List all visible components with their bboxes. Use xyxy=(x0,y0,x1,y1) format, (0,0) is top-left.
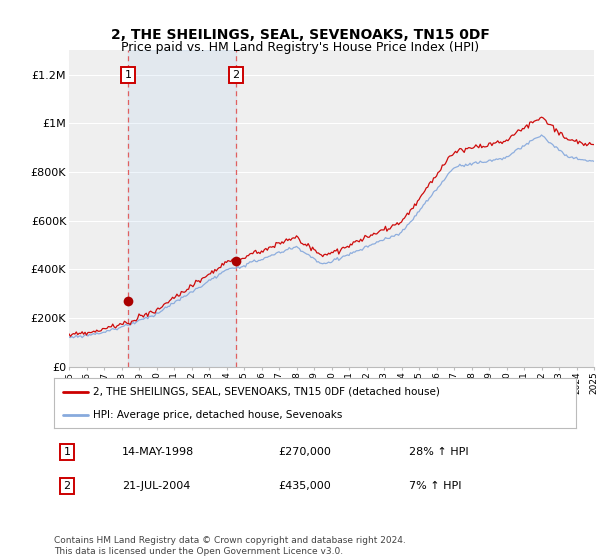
Text: 2, THE SHEILINGS, SEAL, SEVENOAKS, TN15 0DF: 2, THE SHEILINGS, SEAL, SEVENOAKS, TN15 … xyxy=(110,28,490,42)
Text: 14-MAY-1998: 14-MAY-1998 xyxy=(122,447,194,456)
Text: 28% ↑ HPI: 28% ↑ HPI xyxy=(409,447,469,456)
Text: 2: 2 xyxy=(64,482,71,491)
Bar xyxy=(128,50,236,367)
Text: Price paid vs. HM Land Registry's House Price Index (HPI): Price paid vs. HM Land Registry's House … xyxy=(121,40,479,54)
Text: Contains HM Land Registry data © Crown copyright and database right 2024.
This d: Contains HM Land Registry data © Crown c… xyxy=(54,536,406,556)
Text: 21-JUL-2004: 21-JUL-2004 xyxy=(122,482,190,491)
Text: 2: 2 xyxy=(233,70,239,80)
Text: 1: 1 xyxy=(124,70,131,80)
Text: HPI: Average price, detached house, Sevenoaks: HPI: Average price, detached house, Seve… xyxy=(93,410,343,420)
Text: £270,000: £270,000 xyxy=(278,447,331,456)
Text: 2, THE SHEILINGS, SEAL, SEVENOAKS, TN15 0DF (detached house): 2, THE SHEILINGS, SEAL, SEVENOAKS, TN15 … xyxy=(93,386,440,396)
Text: 1: 1 xyxy=(64,447,71,456)
Text: 7% ↑ HPI: 7% ↑ HPI xyxy=(409,482,461,491)
Text: £435,000: £435,000 xyxy=(278,482,331,491)
